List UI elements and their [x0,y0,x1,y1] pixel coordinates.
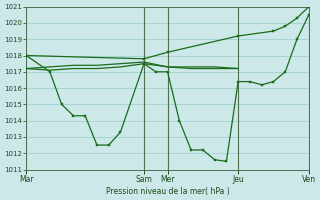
X-axis label: Pression niveau de la mer( hPa ): Pression niveau de la mer( hPa ) [106,187,229,196]
